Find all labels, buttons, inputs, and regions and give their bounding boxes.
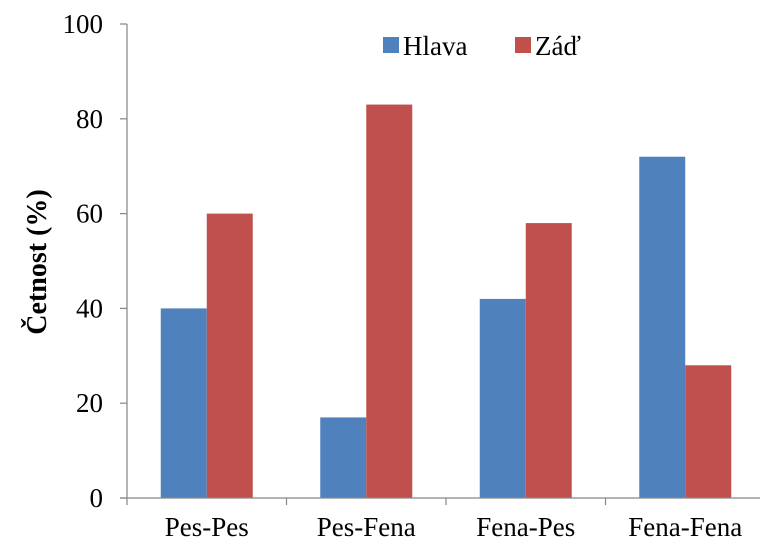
x-category-label: Fena-Fena bbox=[628, 512, 742, 542]
y-tick-label: 20 bbox=[76, 388, 103, 418]
bars-layer bbox=[160, 104, 732, 498]
y-tick-label: 40 bbox=[76, 293, 103, 323]
bar-z--pes-fena bbox=[366, 104, 413, 498]
y-tick-label: 100 bbox=[63, 9, 104, 39]
bar-hlava-pes-pes bbox=[160, 308, 207, 498]
bar-hlava-pes-fena bbox=[320, 417, 367, 498]
y-tick-label: 60 bbox=[76, 199, 103, 229]
legend-label-1: Záď bbox=[535, 31, 581, 61]
y-tick-label: 0 bbox=[90, 483, 104, 513]
bar-hlava-fena-pes bbox=[479, 298, 526, 498]
legend-swatch-0 bbox=[383, 37, 399, 53]
y-tick-label: 80 bbox=[76, 104, 103, 134]
x-category-label: Pes-Fena bbox=[317, 512, 416, 542]
x-category-label: Pes-Pes bbox=[165, 512, 249, 542]
x-category-labels: Pes-Pes Pes-Fena Fena-Pes Fena-Fena bbox=[165, 512, 742, 542]
bar-z--fena-pes bbox=[525, 223, 572, 498]
legend: Hlava Záď bbox=[383, 31, 581, 61]
y-axis-label: Četnost (%) bbox=[22, 189, 53, 334]
legend-label-0: Hlava bbox=[403, 31, 467, 61]
legend-swatch-1 bbox=[515, 37, 531, 53]
bar-z--fena-fena bbox=[685, 365, 732, 498]
axes-layer bbox=[120, 23, 760, 505]
y-tick-labels: 0 20 40 60 80 100 bbox=[63, 9, 104, 513]
bar-hlava-fena-fena bbox=[639, 156, 686, 498]
x-category-label: Fena-Pes bbox=[476, 512, 575, 542]
bar-z--pes-pes bbox=[206, 213, 253, 498]
